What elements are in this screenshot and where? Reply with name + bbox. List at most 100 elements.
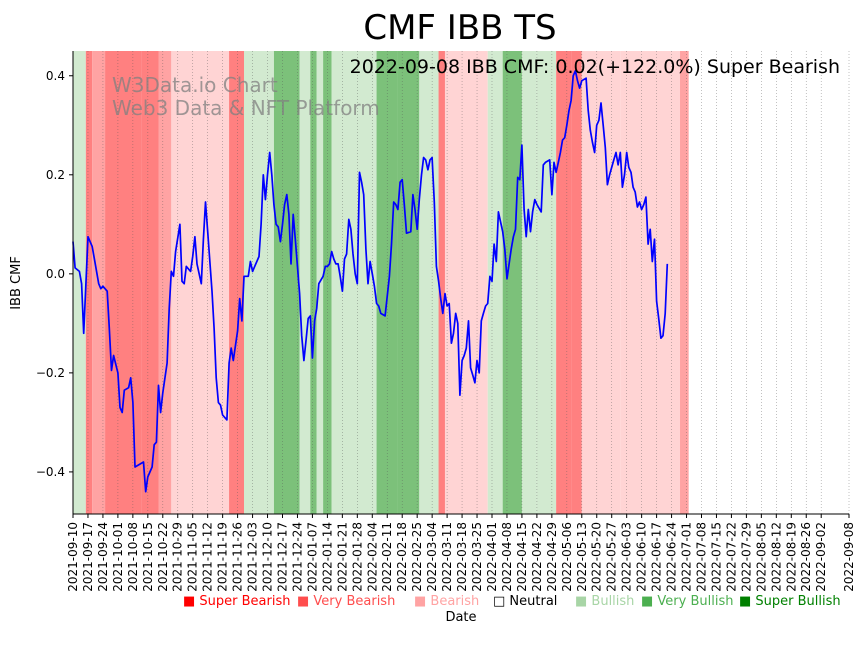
cmf-series xyxy=(72,69,669,493)
x-tick-label: 2022-07-22 xyxy=(724,522,738,592)
legend-item: ■ Very Bullish xyxy=(641,594,733,609)
x-tick-label: 2021-12-03 xyxy=(246,522,260,592)
x-tick-label: 2021-10-15 xyxy=(141,522,155,592)
signal-band xyxy=(397,51,420,514)
x-axis-label: Date xyxy=(445,610,476,625)
signal-band xyxy=(620,51,676,514)
x-tick-label: 2022-08-26 xyxy=(799,522,813,592)
x-tick-label: 2022-04-01 xyxy=(485,522,499,592)
x-tick-label: 2021-09-24 xyxy=(96,522,110,592)
signal-band xyxy=(571,51,582,514)
watermark: W3Data.io Chart Web3 Data & NFT Platform xyxy=(112,73,380,120)
x-tick-label: 2022-09-02 xyxy=(814,522,828,592)
x-tick-label: 2022-03-04 xyxy=(425,522,439,592)
x-tick-label: 2021-11-12 xyxy=(201,522,215,592)
x-tick-label: 2022-03-11 xyxy=(440,522,454,592)
legend-item: ■ Super Bullish xyxy=(739,594,841,609)
x-tick-label: 2021-10-22 xyxy=(156,522,170,592)
legend: ■ Super Bearish ■ Very Bearish ■ Bearish □ … xyxy=(183,594,841,609)
watermark-line-2: Web3 Data & NFT Platform xyxy=(112,96,380,120)
signal-band xyxy=(158,51,172,514)
x-tick-label: 2021-11-05 xyxy=(186,522,200,592)
x-tick-label: 2022-05-20 xyxy=(590,522,604,592)
x-tick-label: 2022-07-29 xyxy=(739,522,753,592)
signal-band xyxy=(487,51,503,514)
signal-band xyxy=(299,51,311,514)
x-tick-label: 2022-01-21 xyxy=(335,522,349,592)
x-tick-label: 2021-12-24 xyxy=(290,522,304,592)
x-tick-label: 2022-01-14 xyxy=(320,522,334,592)
x-tick-label: 2022-04-29 xyxy=(545,522,559,592)
series-line xyxy=(72,69,669,493)
x-tick-label: 2022-06-03 xyxy=(620,522,634,592)
signal-band xyxy=(331,51,377,514)
signal-band xyxy=(671,51,681,514)
legend-item: □ Neutral xyxy=(493,594,557,609)
x-tick-label: 2022-08-05 xyxy=(754,522,768,592)
x-tick-label: 2022-02-25 xyxy=(410,522,424,592)
x-tick-label: 2022-04-22 xyxy=(530,522,544,592)
signal-band xyxy=(438,51,445,514)
signal-band xyxy=(581,51,621,514)
x-tick-label: 2022-08-19 xyxy=(784,522,798,592)
x-tick-label: 2021-11-26 xyxy=(231,522,245,592)
x-ticks: 2021-09-10 2021-09-17 2021-09-24 2021-10-01… xyxy=(66,514,856,592)
signal-band xyxy=(419,51,439,514)
x-tick-label: 2021-12-17 xyxy=(275,522,289,592)
x-tick-label: 2022-07-01 xyxy=(680,522,694,592)
signal-band xyxy=(521,51,537,514)
legend-item: ■ Bullish xyxy=(575,594,634,609)
legend-item: ■ Very Bearish xyxy=(297,594,395,609)
signal-band xyxy=(141,51,159,514)
signal-band xyxy=(205,51,230,514)
signal-band xyxy=(273,51,300,514)
signal-band xyxy=(680,51,689,514)
y-tick-label: 0.4 xyxy=(46,69,65,83)
x-tick-label: 2022-07-15 xyxy=(709,522,723,592)
x-tick-label: 2022-03-18 xyxy=(455,522,469,592)
annotation-text: 2022-09-08 IBB CMF: 0.02(+122.0%) Super … xyxy=(350,56,840,78)
signal-bands xyxy=(73,51,689,514)
signal-band xyxy=(171,51,206,514)
signal-band xyxy=(105,51,142,514)
signal-band xyxy=(310,51,317,514)
signal-band xyxy=(502,51,522,514)
axes xyxy=(72,51,849,515)
watermark-line-1: W3Data.io Chart xyxy=(112,73,278,97)
signal-band xyxy=(556,51,572,514)
x-tick-label: 2022-06-17 xyxy=(650,522,664,592)
signal-band xyxy=(229,51,245,514)
chart-title: CMF IBB TS xyxy=(363,8,556,48)
y-ticks: −0.4 −0.2 0.0 0.2 0.4 xyxy=(36,69,73,479)
legend-item: ■ Super Bearish xyxy=(183,594,291,609)
y-tick-label: 0.0 xyxy=(46,267,65,281)
x-tick-label: 2021-09-10 xyxy=(66,522,80,592)
x-tick-label: 2022-05-27 xyxy=(605,522,619,592)
signal-band xyxy=(444,51,488,514)
x-tick-label: 2021-09-17 xyxy=(81,522,95,592)
x-tick-label: 2021-10-08 xyxy=(126,522,140,592)
x-tick-label: 2021-12-10 xyxy=(261,522,275,592)
x-tick-label: 2022-01-28 xyxy=(350,522,364,592)
signal-band xyxy=(536,51,557,514)
x-tick-label: 2022-06-10 xyxy=(635,522,649,592)
y-axis-label: IBB CMF xyxy=(9,256,24,310)
y-tick-label: −0.2 xyxy=(36,366,65,380)
y-tick-label: 0.2 xyxy=(46,168,65,182)
x-tick-label: 2022-01-07 xyxy=(305,522,319,592)
x-tick-label: 2022-06-24 xyxy=(665,522,679,592)
x-tick-label: 2022-05-13 xyxy=(575,522,589,592)
x-tick-label: 2022-09-08 xyxy=(842,522,856,592)
x-tick-label: 2022-02-04 xyxy=(365,522,379,592)
x-tick-label: 2022-02-18 xyxy=(395,522,409,592)
x-tick-label: 2022-08-12 xyxy=(769,522,783,592)
signal-band xyxy=(244,51,274,514)
x-tick-label: 2022-04-08 xyxy=(500,522,514,592)
x-tick-label: 2022-04-15 xyxy=(515,522,529,592)
y-tick-label: −0.4 xyxy=(36,465,65,479)
x-tick-label: 2021-10-29 xyxy=(171,522,185,592)
signal-band xyxy=(85,51,93,514)
legend-item: ■ Bearish xyxy=(414,594,479,609)
